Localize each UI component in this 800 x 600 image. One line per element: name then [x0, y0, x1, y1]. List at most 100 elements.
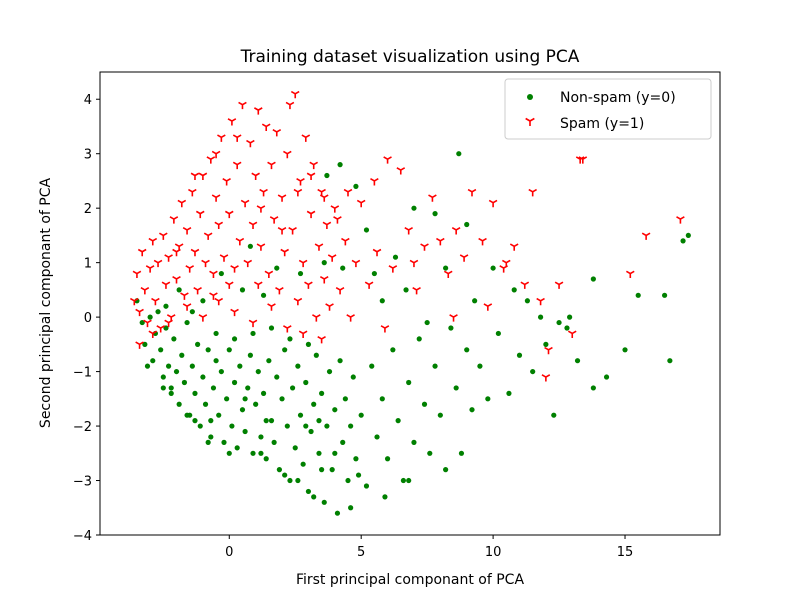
- data-point-non-spam: [432, 363, 438, 369]
- data-point-spam: [232, 161, 242, 170]
- data-point-non-spam: [358, 412, 364, 418]
- data-point-spam: [277, 194, 287, 202]
- data-point-spam: [443, 270, 453, 279]
- data-point-spam: [319, 194, 329, 202]
- data-point-spam: [177, 199, 187, 208]
- data-point-spam: [541, 374, 551, 382]
- data-point-spam: [219, 254, 229, 262]
- data-point-non-spam: [685, 232, 691, 239]
- data-point-non-spam: [210, 385, 217, 391]
- data-point-spam: [143, 319, 152, 328]
- data-point-spam: [625, 270, 635, 279]
- data-point-spam: [164, 254, 173, 262]
- data-point-non-spam: [424, 319, 430, 326]
- data-point-non-spam: [411, 205, 417, 211]
- y-axis: −4 −3 −2 −1 0 1 2 3 4: [73, 93, 100, 544]
- data-point-non-spam: [295, 477, 301, 484]
- data-point-spam: [436, 237, 445, 246]
- data-point-non-spam: [168, 390, 174, 396]
- x-tick-label: 15: [617, 545, 634, 560]
- data-point-non-spam: [321, 260, 327, 266]
- data-point-non-spam: [192, 418, 198, 424]
- data-point-non-spam: [247, 352, 253, 358]
- data-point-non-spam: [403, 287, 409, 293]
- data-point-non-spam: [189, 363, 195, 369]
- data-point-spam: [306, 210, 316, 219]
- data-point-non-spam: [590, 385, 596, 391]
- data-point-spam: [501, 259, 511, 268]
- data-point-non-spam: [524, 298, 531, 304]
- data-point-non-spam: [184, 319, 190, 326]
- y-axis-label: Second principal componant of PCA: [38, 178, 54, 429]
- data-point-non-spam: [680, 238, 686, 244]
- data-point-spam: [156, 325, 165, 333]
- data-point-non-spam: [421, 401, 428, 407]
- data-point-spam: [151, 297, 160, 306]
- data-point-spam: [238, 101, 247, 110]
- data-point-spam: [224, 210, 234, 219]
- data-point-spam: [301, 134, 311, 142]
- y-tick-label: 3: [84, 148, 92, 163]
- data-point-non-spam: [242, 428, 248, 435]
- data-point-non-spam: [282, 347, 288, 353]
- data-point-spam: [264, 270, 274, 279]
- data-point-spam: [409, 259, 419, 268]
- data-point-spam: [259, 188, 268, 197]
- y-tick-label: −4: [73, 529, 92, 544]
- data-point-non-spam: [319, 390, 325, 396]
- data-point-non-spam: [260, 390, 267, 396]
- data-point-spam: [169, 216, 179, 224]
- data-point-non-spam: [168, 385, 174, 391]
- y-tick-label: 4: [84, 93, 92, 108]
- data-point-spam: [428, 194, 437, 202]
- data-point-non-spam: [332, 407, 338, 413]
- data-point-spam: [182, 227, 192, 235]
- data-point-non-spam: [316, 418, 322, 424]
- data-point-spam: [217, 134, 226, 142]
- data-point-spam: [396, 167, 406, 175]
- data-point-non-spam: [363, 483, 370, 489]
- data-point-spam: [478, 237, 487, 246]
- data-point-non-spam: [258, 450, 264, 456]
- x-tick-label: 5: [357, 545, 365, 560]
- data-point-non-spam: [253, 401, 259, 407]
- data-point-non-spam: [319, 467, 325, 473]
- data-point-non-spam: [165, 363, 172, 369]
- data-point-non-spam: [218, 270, 224, 277]
- data-point-non-spam: [472, 298, 478, 304]
- data-point-spam: [388, 265, 398, 273]
- y-tick-label: −3: [73, 475, 92, 490]
- data-point-non-spam: [326, 368, 333, 375]
- data-point-spam: [509, 243, 519, 251]
- data-point-non-spam: [345, 477, 351, 484]
- data-point-non-spam: [221, 439, 227, 445]
- data-point-non-spam: [342, 396, 348, 402]
- data-point-non-spam: [303, 379, 309, 386]
- data-point-non-spam: [239, 287, 246, 293]
- data-point-spam: [327, 254, 337, 262]
- data-point-spam: [536, 297, 545, 306]
- data-point-non-spam: [348, 505, 354, 511]
- data-point-non-spam: [390, 347, 396, 353]
- data-point-non-spam: [511, 287, 517, 293]
- data-point-spam: [135, 341, 144, 349]
- data-point-non-spam: [543, 341, 549, 347]
- data-point-spam: [222, 177, 231, 186]
- legend-marker-spam: [525, 117, 535, 126]
- data-point-non-spam: [537, 314, 544, 320]
- data-point-non-spam: [379, 298, 385, 304]
- data-point-non-spam: [308, 428, 314, 435]
- chart-title: Training dataset visualization using PCA: [240, 47, 580, 67]
- data-point-non-spam: [313, 352, 319, 358]
- data-point-spam: [267, 161, 276, 170]
- data-point-spam: [296, 177, 305, 186]
- data-point-non-spam: [284, 423, 290, 429]
- data-point-spam: [483, 303, 493, 311]
- data-point-non-spam: [590, 276, 596, 282]
- data-point-non-spam: [448, 325, 454, 331]
- data-point-non-spam: [469, 407, 475, 413]
- data-point-non-spam: [158, 347, 164, 353]
- data-point-non-spam: [274, 265, 280, 271]
- data-point-spam: [172, 276, 181, 284]
- data-point-non-spam: [208, 434, 214, 440]
